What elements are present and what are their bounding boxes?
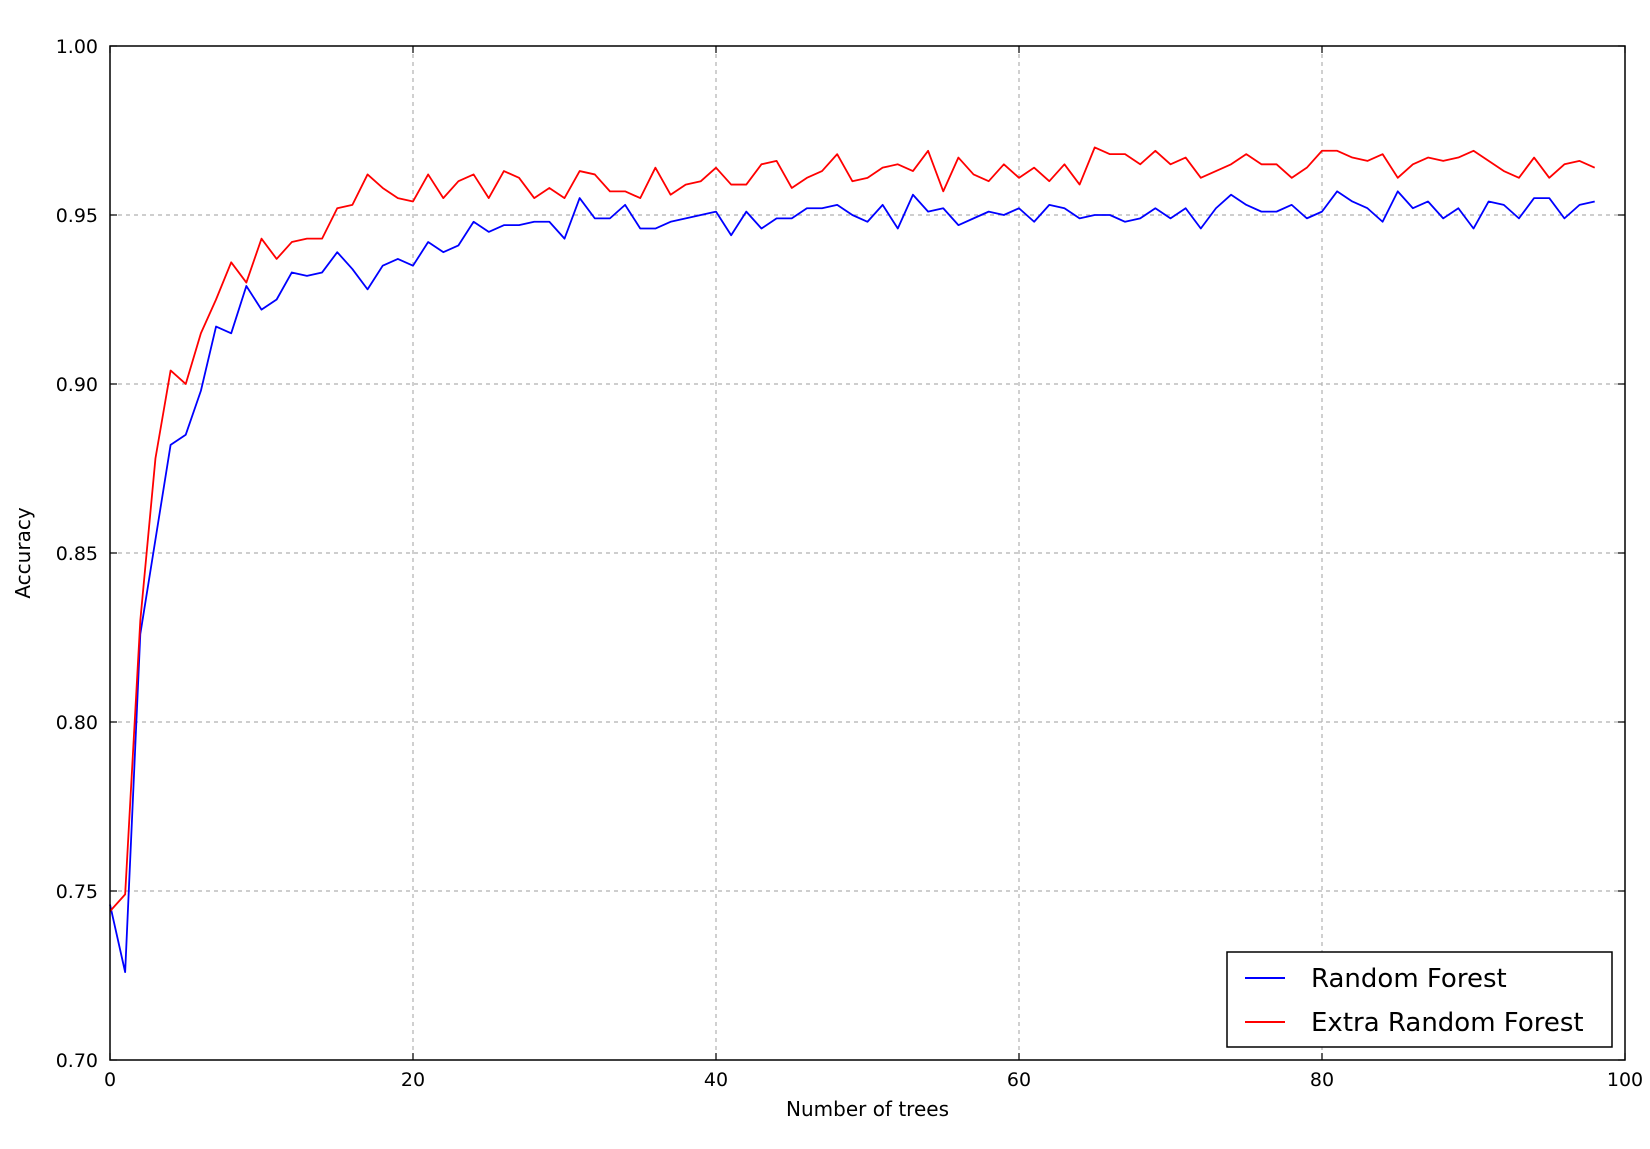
x-tick-label: 0 — [104, 1069, 116, 1091]
x-axis-label: Number of trees — [786, 1097, 949, 1121]
legend-box — [1226, 951, 1613, 1048]
y-tick-label: 1.00 — [56, 36, 98, 58]
x-tick-label: 80 — [1310, 1069, 1334, 1091]
x-tick-label: 40 — [704, 1069, 728, 1091]
grid-lines — [110, 46, 1625, 1060]
y-tick-label: 0.80 — [56, 712, 98, 734]
legend-label: Random Forest — [1311, 964, 1507, 994]
x-tick-label: 60 — [1007, 1069, 1031, 1091]
axis-ticks: 0 20 40 60 80 100 0.70 0.75 0.80 0.85 0.90 0.95 1.00 — [56, 36, 1643, 1091]
series-lines — [109, 146, 1596, 974]
legend-label: Extra Random Forest — [1311, 1008, 1584, 1038]
legend: Random Forest Extra Random Forest — [1226, 951, 1613, 1048]
x-tick-label: 100 — [1607, 1069, 1643, 1091]
x-tick-label: 20 — [401, 1069, 425, 1091]
y-axis-label: Accuracy — [11, 507, 35, 598]
y-tick-label: 0.85 — [56, 543, 98, 565]
y-tick-label: 0.75 — [56, 881, 98, 903]
y-tick-label: 0.95 — [56, 205, 98, 227]
y-tick-label: 0.90 — [56, 374, 98, 396]
series-line-random-forest — [109, 190, 1595, 974]
series-line-extra-random-forest — [109, 146, 1596, 912]
y-tick-label: 0.70 — [56, 1050, 98, 1072]
